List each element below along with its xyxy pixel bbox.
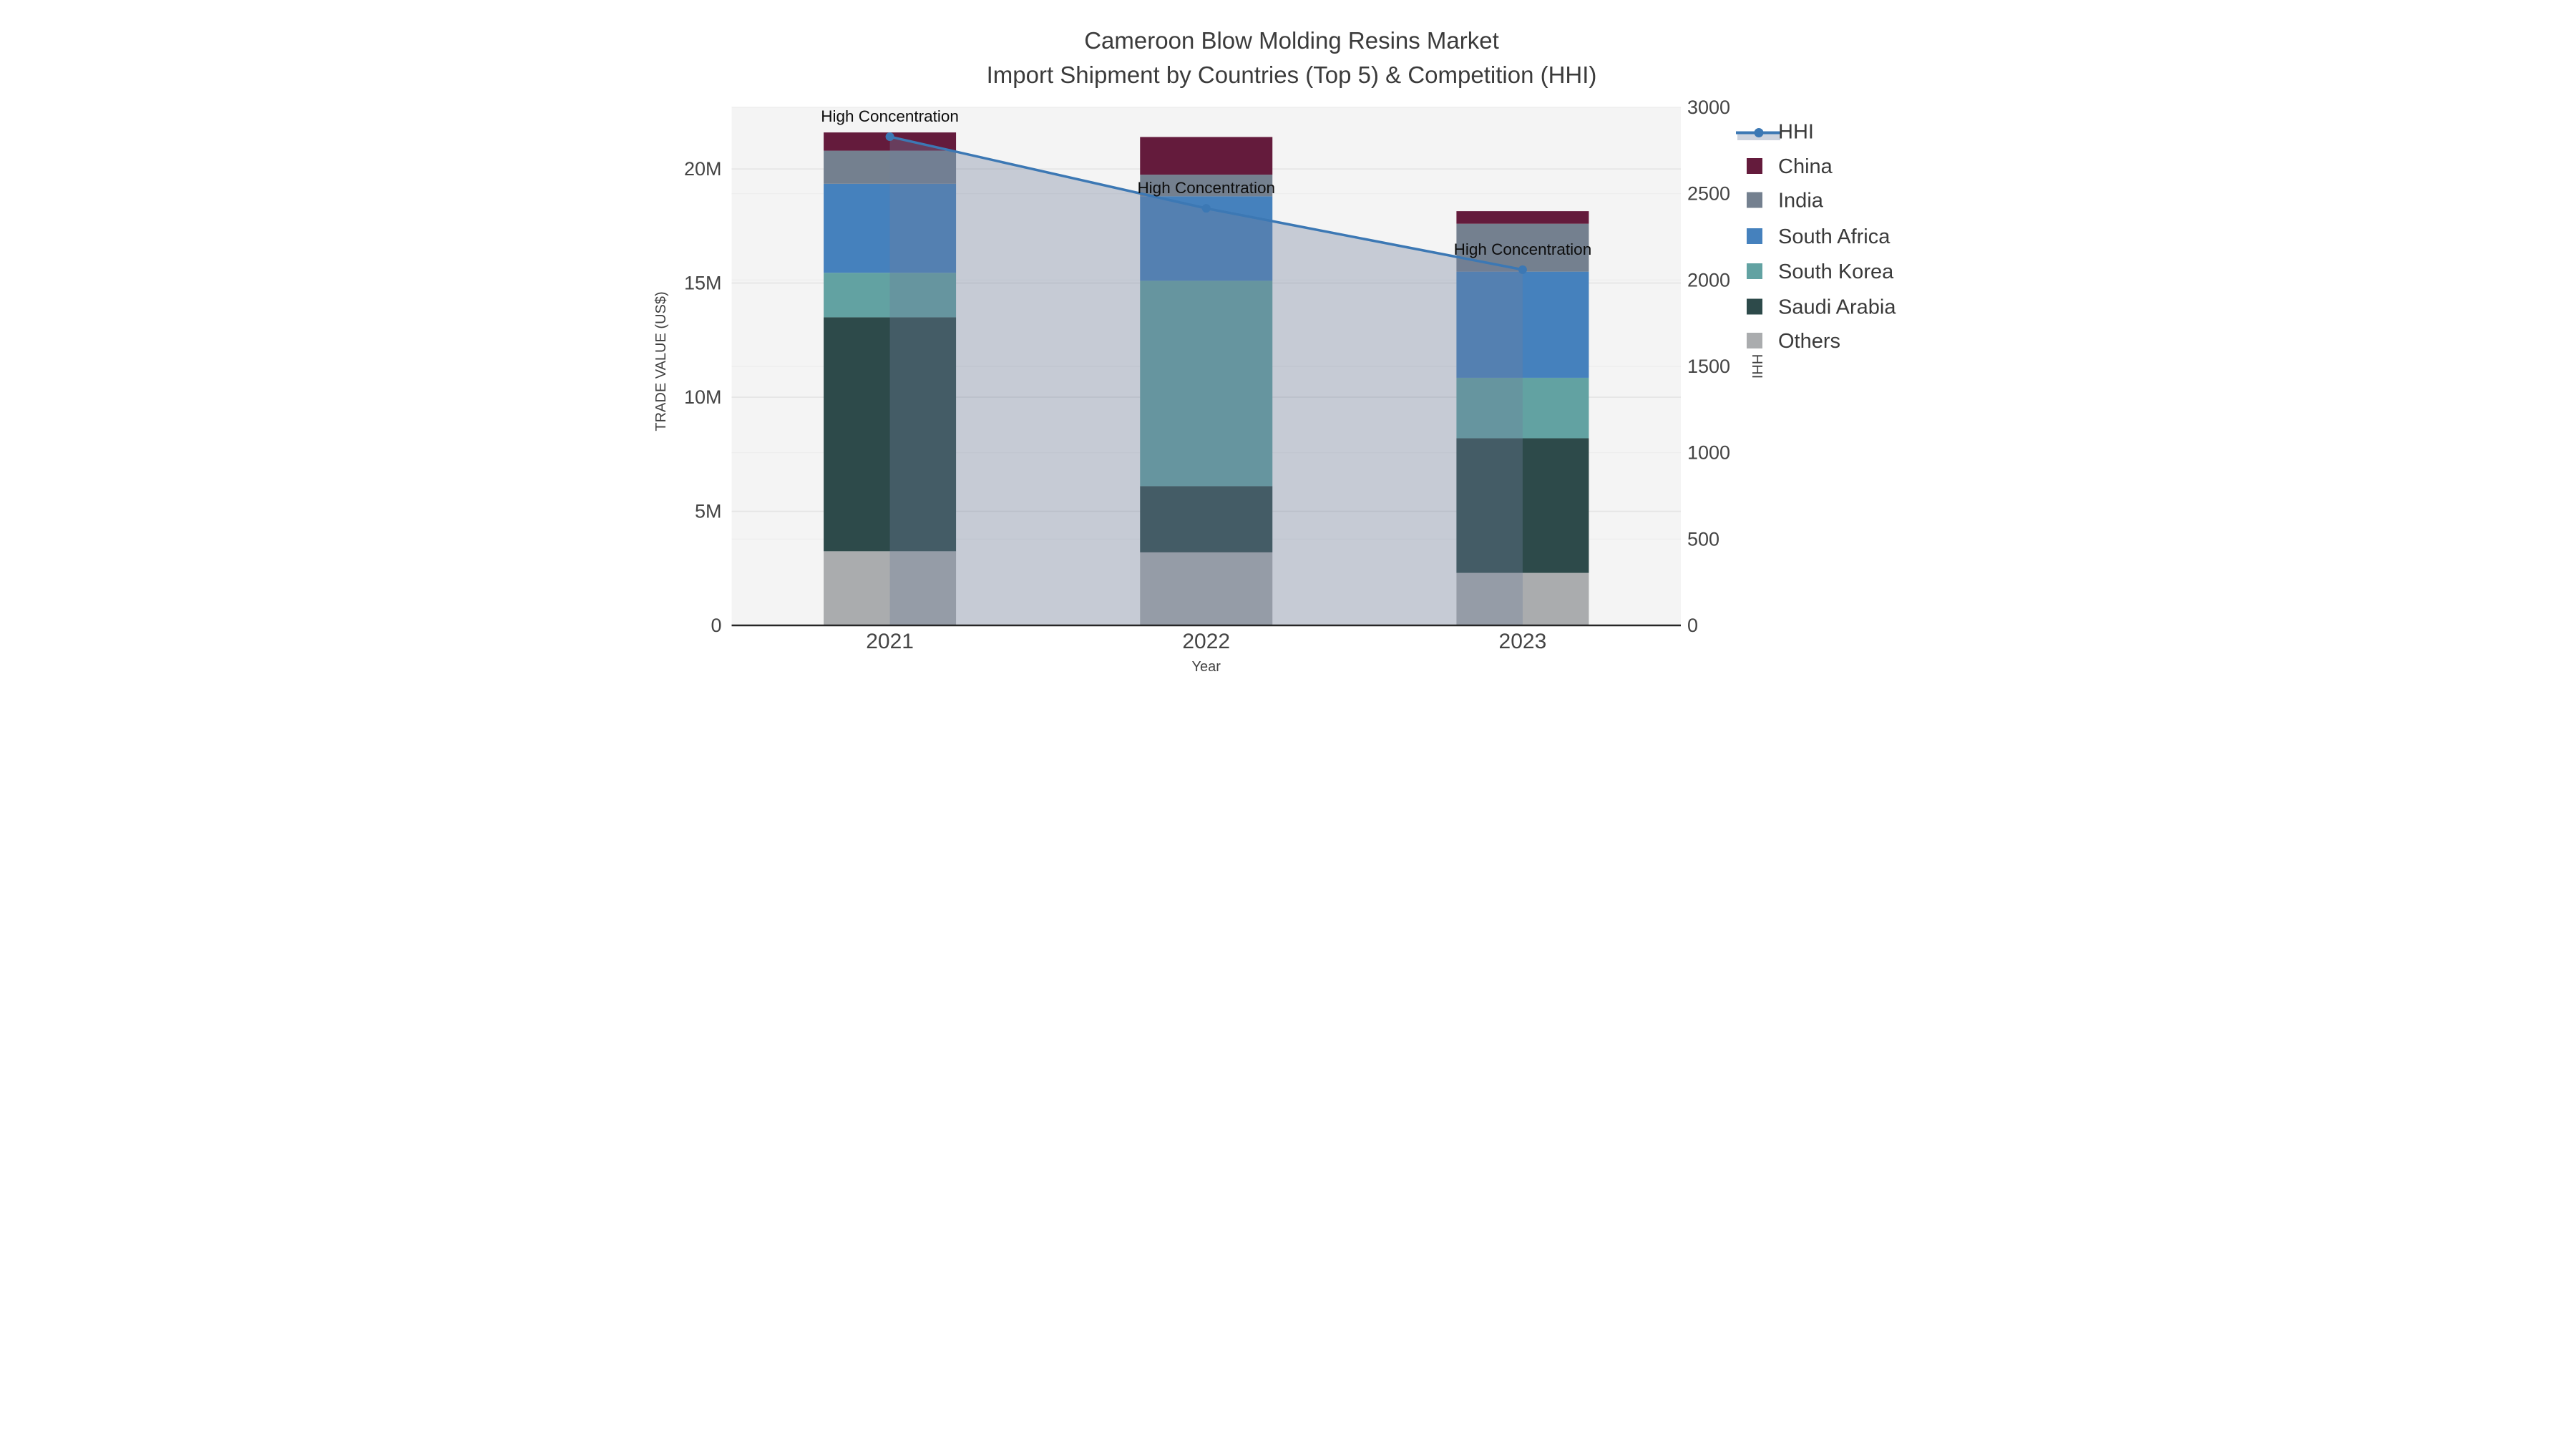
y-left-tick-10M: 10M [684, 386, 722, 408]
y-left-tick-15M: 15M [684, 273, 722, 294]
chart-title-line2: Import Shipment by Countries (Top 5) & C… [987, 62, 1597, 88]
y-right-tick-3000: 3000 [1687, 97, 1730, 118]
legend-label-india: India [1778, 190, 1824, 213]
legend-label-hhi: HHI [1778, 121, 1814, 144]
bar-segment-others-2023 [1456, 572, 1589, 625]
legend-swatch-china [1747, 158, 1762, 174]
bar-segment-china-2023 [1456, 211, 1589, 224]
y-left-tick-0: 0 [711, 615, 721, 636]
legend-item-south-africa[interactable]: South Africa [1747, 225, 1890, 248]
y-left-axis-title: TRADE VALUE (US$) [653, 291, 669, 431]
figure: 2021 2022 2023 0 5M 10M 15M 20M 0 500 1000 1500 2000… [644, 0, 1932, 725]
y-left-tick-5M: 5M [695, 501, 722, 522]
legend-hhi-marker-swatch [1754, 128, 1764, 137]
x-tick-2022: 2022 [1182, 630, 1230, 653]
legend-item-china[interactable]: China [1747, 155, 1833, 178]
legend-swatch-south-korea [1747, 263, 1762, 279]
legend-label-south-korea: South Korea [1778, 260, 1894, 283]
hhi-marker-2021 [885, 132, 894, 142]
legend-item-saudi-arabia[interactable]: Saudi Arabia [1747, 296, 1896, 319]
bar-segment-others-2021 [824, 551, 957, 625]
bar-segment-saudi-arabia-2022 [1140, 486, 1273, 552]
legend-swatch-india [1747, 192, 1762, 208]
x-tick-2023: 2023 [1499, 630, 1547, 653]
bar-segment-india-2021 [824, 150, 957, 184]
annotation-high-concentration-2022: High Concentration [1137, 179, 1275, 197]
stacked-bars-layer [824, 132, 1589, 625]
legend-item-hhi[interactable]: HHI [1736, 121, 1814, 144]
chart: 2021 2022 2023 0 5M 10M 15M 20M 0 500 1000 1500 2000… [653, 27, 1896, 675]
y-right-tick-1000: 1000 [1687, 442, 1730, 464]
bar-segment-south-africa-2023 [1456, 271, 1589, 378]
legend-label-south-africa: South Africa [1778, 225, 1890, 248]
bar-segment-saudi-arabia-2023 [1456, 438, 1589, 573]
legend-item-others[interactable]: Others [1747, 330, 1840, 353]
legend: HHI China India South Africa South Korea Saud… [1736, 121, 1896, 353]
chart-title-line1: Cameroon Blow Molding Resins Market [1084, 27, 1499, 54]
legend-item-south-korea[interactable]: South Korea [1747, 260, 1894, 283]
bar-segment-china-2022 [1140, 137, 1273, 175]
y-right-tick-2000: 2000 [1687, 269, 1730, 291]
legend-label-others: Others [1778, 330, 1840, 353]
legend-label-china: China [1778, 155, 1833, 178]
hhi-marker-2022 [1201, 204, 1211, 213]
legend-item-india[interactable]: India [1747, 190, 1824, 213]
hhi-area-fill [889, 137, 1523, 625]
y-left-tick-20M: 20M [684, 158, 722, 180]
bar-segment-south-korea-2022 [1140, 280, 1273, 487]
bar-segment-south-africa-2021 [824, 183, 957, 273]
bar-segment-south-korea-2021 [824, 273, 957, 318]
hhi-area-layer [889, 137, 1523, 625]
y-right-tick-1500: 1500 [1687, 356, 1730, 377]
y-right-tick-0: 0 [1687, 615, 1698, 636]
annotation-layer: High Concentration High Concentration High… [821, 107, 1591, 258]
hhi-marker-2023 [1518, 265, 1527, 274]
legend-swatch-others [1747, 333, 1762, 348]
bar-segment-south-korea-2023 [1456, 377, 1589, 439]
bar-segment-india-2022 [1140, 175, 1273, 197]
y-right-tick-2500: 2500 [1687, 183, 1730, 205]
axis-layer: 2021 2022 2023 0 5M 10M 15M 20M 0 500 1000 1500 2000… [684, 97, 1730, 653]
x-tick-2021: 2021 [866, 630, 914, 653]
annotation-high-concentration-2023: High Concentration [1454, 240, 1592, 258]
legend-swatch-south-africa [1747, 228, 1762, 244]
bar-segment-others-2022 [1140, 552, 1273, 625]
y-right-axis-title: HHI [1749, 354, 1765, 379]
legend-label-saudi-arabia: Saudi Arabia [1778, 296, 1896, 319]
hhi-line-layer [885, 132, 1527, 274]
x-axis-title: Year [1192, 659, 1221, 675]
annotation-high-concentration-2021: High Concentration [821, 107, 959, 125]
bar-segment-india-2023 [1456, 223, 1589, 272]
bar-segment-saudi-arabia-2021 [824, 317, 957, 552]
y-right-tick-500: 500 [1687, 528, 1719, 550]
legend-swatch-saudi-arabia [1747, 298, 1762, 315]
